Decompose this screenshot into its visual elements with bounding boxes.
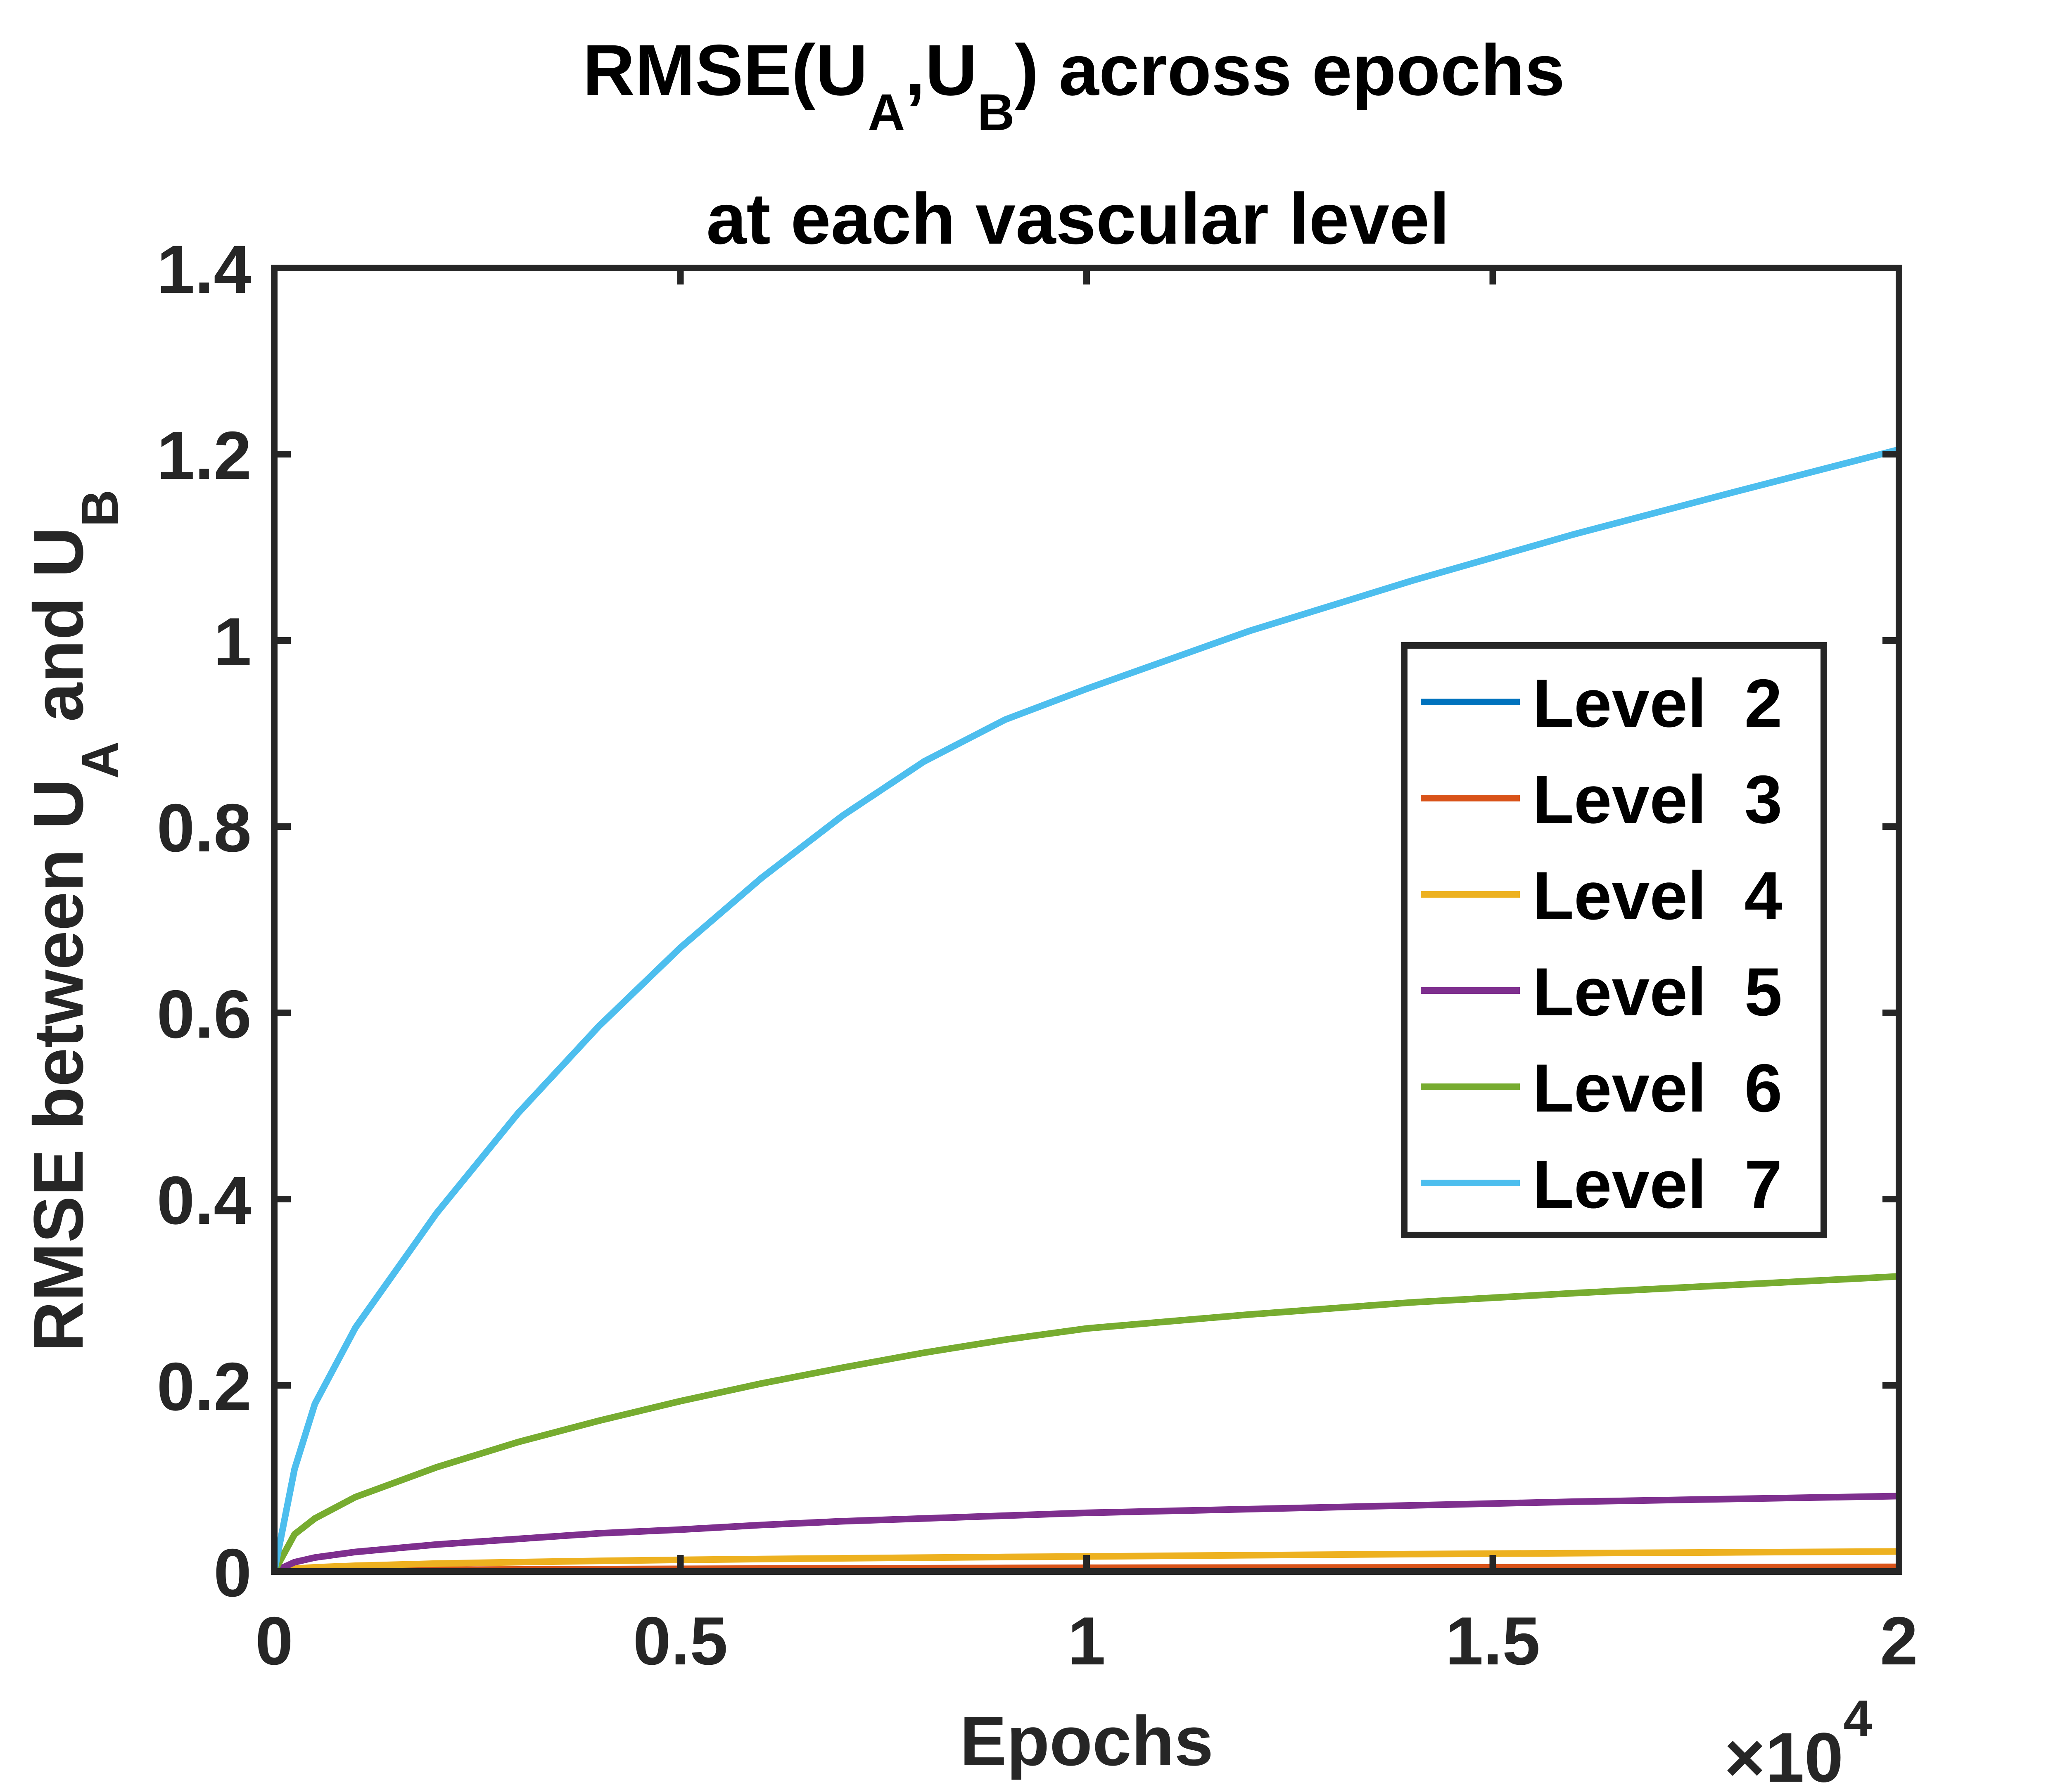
series-line-3: [271, 1548, 1902, 1575]
y-tick-label: 0.8: [157, 790, 252, 866]
tick-layer: 0 0.5 1 1.5 2 0 0.2 0.4 0.6 0.8 1 1.2 1.4: [157, 231, 1918, 1679]
y-tick-label: 0.6: [157, 976, 252, 1052]
legend-label-5: Level 6: [1532, 1050, 1782, 1126]
legend-box: [1401, 642, 1827, 1238]
y-tick-label: 0.2: [157, 1349, 252, 1425]
series-line-4: [271, 1493, 1902, 1575]
y-tick-label: 1: [214, 604, 252, 680]
y-tick-label: 0.4: [157, 1162, 252, 1238]
x-axis-label: Epochs: [960, 1702, 1213, 1780]
y-tick-label: 1.2: [157, 417, 252, 493]
x-axis-exponent: ×104: [1724, 1690, 1872, 1792]
x-tick-label: 1.5: [1446, 1603, 1540, 1679]
legend: Level 2 Level 3 Level 4 Level 5 Level 6 Level…: [1401, 642, 1827, 1238]
legend-label-4: Level 5: [1532, 954, 1782, 1030]
x-tick-label: 0.5: [633, 1603, 728, 1679]
axes-box: [271, 265, 1902, 1575]
y-tick-label: 0: [214, 1535, 252, 1611]
series-line-6: [271, 446, 1902, 1575]
legend-label-3: Level 4: [1532, 858, 1782, 934]
y-axis-label: RMSE between UA and UB: [19, 490, 129, 1352]
chart-title-line-2: at each vascular level: [706, 179, 1450, 259]
legend-label-6: Level 7: [1532, 1146, 1782, 1222]
x-tick-label: 0: [255, 1603, 293, 1679]
chart-title-line-1: RMSE(UA,UB) across epochs: [583, 30, 1565, 141]
x-tick-label: 1: [1068, 1603, 1106, 1679]
legend-label-2: Level 3: [1532, 761, 1782, 837]
series-line-5: [271, 1273, 1902, 1575]
y-tick-label: 1.4: [157, 231, 252, 307]
x-tick-label: 2: [1880, 1603, 1918, 1679]
legend-label-1: Level 2: [1532, 665, 1782, 741]
